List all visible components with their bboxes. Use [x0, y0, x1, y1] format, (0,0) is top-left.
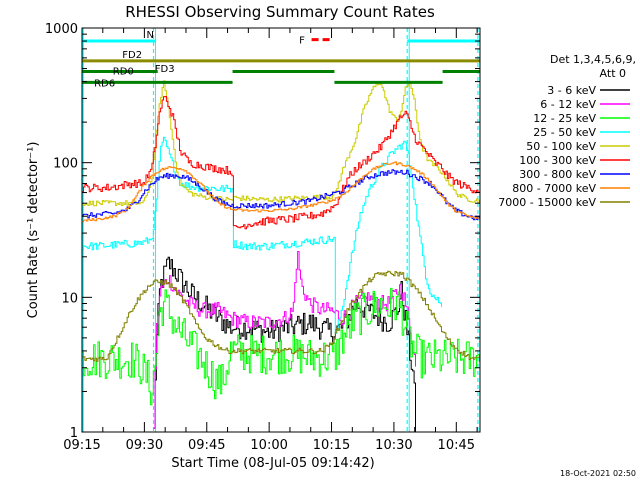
- series-line-1: [153, 251, 416, 429]
- y-tick-label-0: 1: [70, 426, 78, 441]
- flag-label-rd6: RD6: [94, 78, 115, 89]
- legend-header-detectors: Det 1,3,4,5,6,9,: [550, 53, 636, 66]
- series-line-7: [82, 161, 480, 223]
- flag-label-fd2: FD2: [122, 50, 142, 61]
- legend-label-8: 7000 - 15000 keV: [498, 196, 596, 209]
- generation-timestamp: 18-Oct-2021 02:50: [560, 469, 636, 478]
- x-tick-label-3: 10:00: [250, 438, 287, 453]
- x-tick-label-0: 09:15: [63, 438, 100, 453]
- series-line-3: [82, 136, 442, 334]
- x-axis-label: Start Time (08-Jul-05 09:14:42): [171, 456, 374, 471]
- axes-layer: 1 10 100 1000 09:15 09:30 09:45 10:00 10:15 10:30…: [45, 22, 481, 453]
- legend-header-attenuator: Att 0: [600, 67, 626, 80]
- series-line-5: [82, 96, 480, 230]
- legend-label-2: 12 - 25 keV: [533, 112, 596, 125]
- x-tick-label-2: 09:45: [188, 438, 225, 453]
- chart-title: RHESSI Observing Summary Count Rates: [125, 3, 435, 21]
- legend-label-4: 50 - 100 keV: [526, 140, 596, 153]
- flag-label-f: F: [299, 36, 305, 47]
- y-tick-label-3: 1000: [45, 22, 78, 37]
- legend-label-0: 3 - 6 keV: [547, 84, 596, 97]
- series-line-8: [82, 270, 480, 362]
- x-tick-label-1: 09:30: [126, 438, 163, 453]
- flag-label-n: N: [147, 30, 154, 41]
- flag-label-fd3: FD3: [155, 64, 175, 75]
- series-line-6: [82, 169, 480, 221]
- series-line-2: [82, 287, 480, 406]
- flag-label-rd0: RD0: [113, 67, 134, 78]
- legend-label-5: 100 - 300 keV: [519, 154, 596, 167]
- plot-frame: [81, 27, 481, 433]
- series-line-0: [153, 256, 416, 432]
- legend-label-6: 300 - 800 keV: [519, 168, 596, 181]
- x-tick-label-6: 10:45: [438, 438, 475, 453]
- night-band-lines: [82, 28, 479, 432]
- legend-label-3: 25 - 50 keV: [533, 126, 596, 139]
- series-layer: [82, 80, 480, 432]
- y-axis-label: Count Rate (s⁻¹ detector⁻¹): [26, 142, 41, 319]
- legend-label-7: 800 - 7000 keV: [512, 182, 596, 195]
- y-tick-label-1: 10: [61, 291, 78, 306]
- x-tick-label-5: 10:30: [375, 438, 412, 453]
- y-tick-label-2: 100: [53, 157, 78, 172]
- x-tick-label-4: 10:15: [313, 438, 350, 453]
- legend-label-1: 6 - 12 keV: [540, 98, 596, 111]
